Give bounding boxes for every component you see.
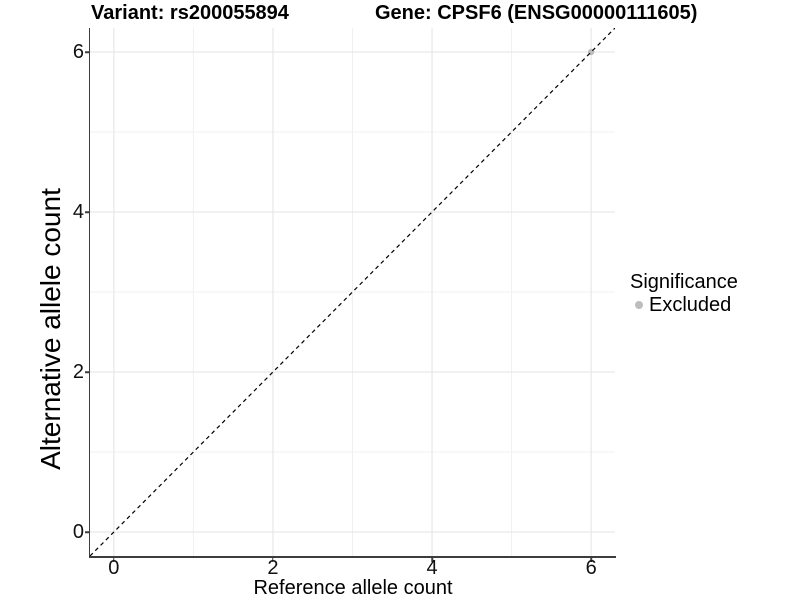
y-tick-mark xyxy=(85,371,90,373)
x-axis-title: Reference allele count xyxy=(253,577,453,599)
y-tick-mark xyxy=(85,531,90,533)
plot-panel xyxy=(90,28,615,556)
x-tick-label: 2 xyxy=(267,557,279,579)
legend-item-excluded: Excluded xyxy=(630,294,738,316)
y-tick-label: 2 xyxy=(72,361,84,383)
x-axis-line xyxy=(88,556,616,558)
x-tick-mark xyxy=(113,557,115,562)
x-tick-mark xyxy=(590,557,592,562)
legend: Significance Excluded xyxy=(630,271,738,316)
gene-title: Gene: CPSF6 (ENSG00000111605) xyxy=(375,2,698,24)
legend-item-label: Excluded xyxy=(649,294,732,316)
y-axis-title: Alternative allele count xyxy=(35,188,66,470)
variant-title: Variant: rs200055894 xyxy=(91,2,289,24)
x-tick-label: 4 xyxy=(426,557,438,579)
x-tick-mark xyxy=(431,557,433,562)
y-axis-line xyxy=(88,28,91,558)
y-tick-label: 4 xyxy=(72,201,84,223)
x-tick-label: 0 xyxy=(108,557,120,579)
y-tick-mark xyxy=(85,211,90,213)
legend-title: Significance xyxy=(630,271,738,293)
x-tick-label: 6 xyxy=(585,557,597,579)
y-tick-mark xyxy=(85,51,90,53)
y-tick-label: 6 xyxy=(72,41,84,63)
y-tick-label: 0 xyxy=(72,521,84,543)
excluded-point-icon xyxy=(635,301,643,309)
x-tick-mark xyxy=(272,557,274,562)
